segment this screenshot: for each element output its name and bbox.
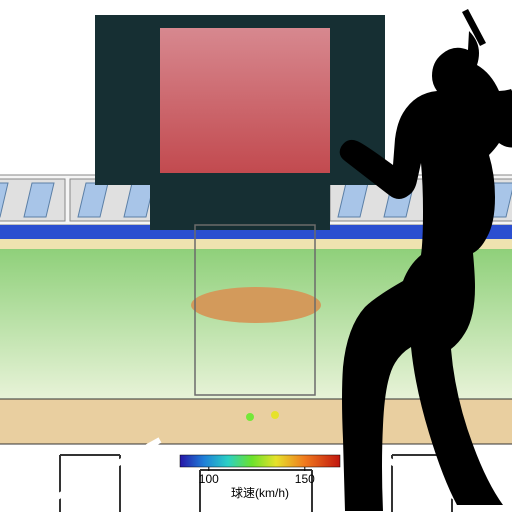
- legend-tick: 150: [295, 472, 315, 486]
- pitch-marker: [246, 413, 254, 421]
- legend-label: 球速(km/h): [231, 486, 289, 500]
- speed-legend-bar: [180, 455, 340, 467]
- scoreboard-screen: [160, 28, 330, 173]
- legend-tick: 100: [199, 472, 219, 486]
- pitchers-mound: [191, 287, 321, 323]
- scoreboard-foot: [150, 185, 330, 230]
- pitch-marker: [271, 411, 279, 419]
